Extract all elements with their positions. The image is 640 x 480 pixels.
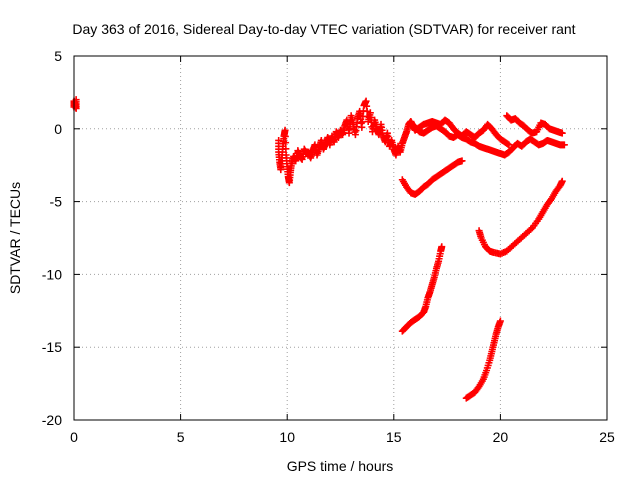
data-point xyxy=(505,141,513,149)
x-tick-label: 25 xyxy=(599,429,615,445)
x-tick-label: 15 xyxy=(386,429,402,445)
series-arc-main-3 xyxy=(503,112,566,137)
y-tick-label: 5 xyxy=(54,48,62,64)
x-tick-label: 20 xyxy=(493,429,509,445)
series-arc-main-2 xyxy=(407,119,568,159)
y-tick-label: -15 xyxy=(42,339,62,355)
data-point xyxy=(558,177,566,185)
series-arc-d xyxy=(462,317,504,402)
chart-title: Day 363 of 2016, Sidereal Day-to-day VTE… xyxy=(72,21,575,37)
x-tick-label: 10 xyxy=(279,429,295,445)
grid xyxy=(74,56,607,420)
y-tick-label: -10 xyxy=(42,266,62,282)
data-point xyxy=(560,141,568,149)
data-points xyxy=(70,96,568,402)
data-point xyxy=(281,132,289,140)
x-tick-label: 0 xyxy=(70,429,78,445)
x-tick-labels: 0 5 10 15 20 25 xyxy=(70,429,615,445)
x-tick-label: 5 xyxy=(177,429,185,445)
data-point xyxy=(438,243,446,251)
series-arc-b xyxy=(398,243,446,335)
series-arc-early xyxy=(70,96,80,112)
series-arc-a xyxy=(398,157,466,198)
y-tick-label: 0 xyxy=(54,121,62,137)
data-point xyxy=(281,126,289,134)
series-arc-main-1 xyxy=(275,97,513,187)
axis-ticks xyxy=(73,55,608,421)
y-axis-label: SDTVAR / TECUs xyxy=(7,182,23,294)
y-tick-label: -5 xyxy=(50,194,63,210)
data-point xyxy=(558,129,566,137)
series-arc-c xyxy=(475,177,566,258)
data-point xyxy=(282,139,290,147)
x-axis-label: GPS time / hours xyxy=(287,458,394,474)
plot-frame xyxy=(73,55,608,421)
data-point xyxy=(282,145,290,153)
data-point xyxy=(458,157,466,165)
y-tick-label: -20 xyxy=(42,412,62,428)
y-tick-labels: -20 -15 -10 -5 0 5 xyxy=(42,48,62,428)
data-point xyxy=(496,317,504,325)
